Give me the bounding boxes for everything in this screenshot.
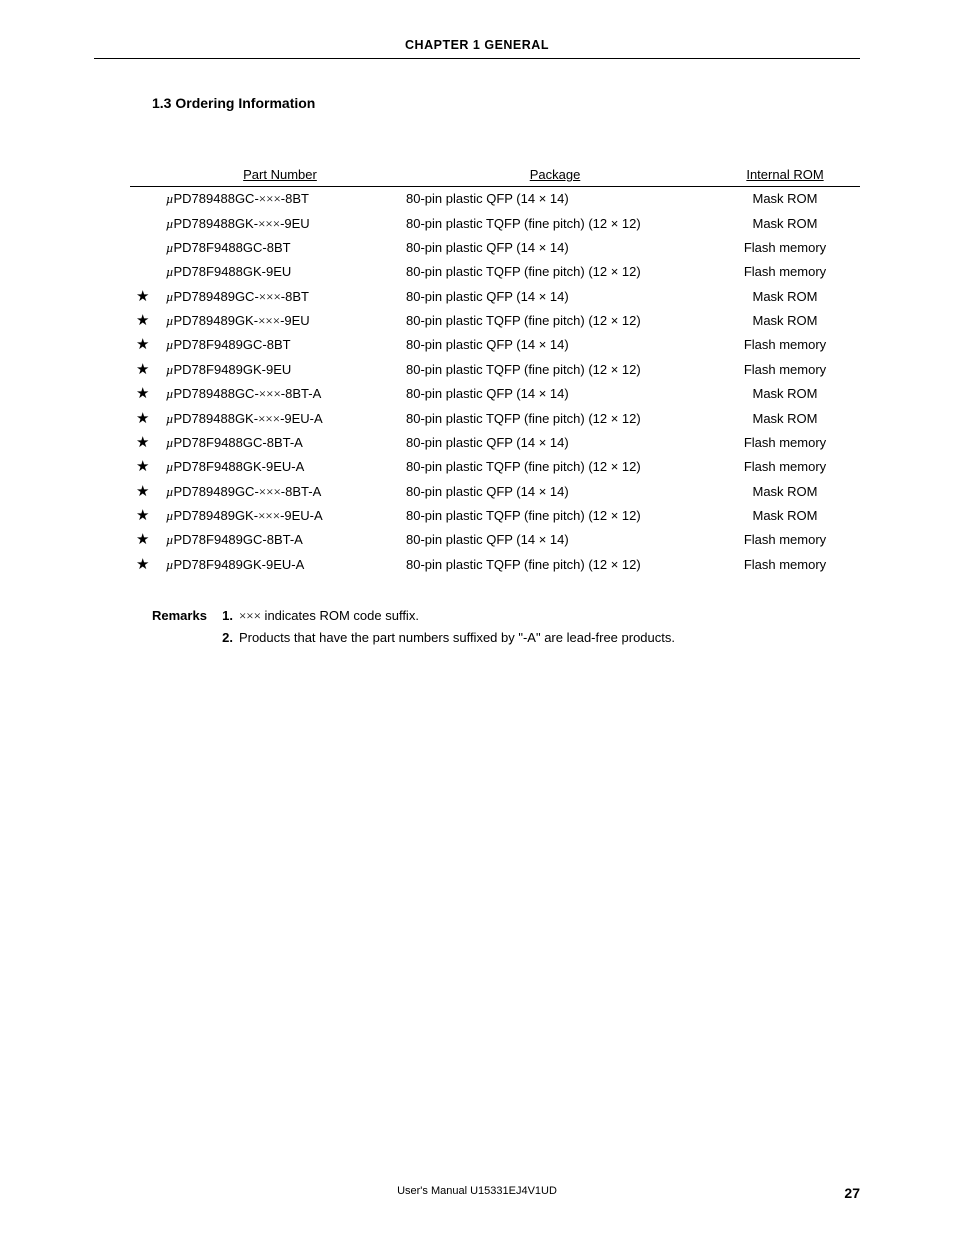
table-row: ★µPD78F9488GC-8BT-A80-pin plastic QFP (1… — [130, 431, 860, 455]
part-number-cell: µPD789489GC-×××-8BT-A — [160, 480, 400, 504]
rom-cell: Mask ROM — [710, 382, 860, 406]
rom-cell: Flash memory — [710, 260, 860, 284]
remarks-block: Remarks 1. ××× indicates ROM code suffix… — [152, 605, 860, 649]
remark-num: 1. — [211, 605, 233, 627]
package-cell: 80-pin plastic QFP (14 × 14) — [400, 528, 710, 552]
part-number-cell: µPD789489GC-×××-8BT — [160, 285, 400, 309]
part-number-cell: µPD789488GK-×××-9EU-A — [160, 406, 400, 430]
star-icon: ★ — [130, 455, 160, 479]
part-number-cell: µPD78F9488GC-8BT — [160, 236, 400, 260]
package-cell: 80-pin plastic TQFP (fine pitch) (12 × 1… — [400, 553, 710, 577]
star-icon — [130, 211, 160, 235]
table-row: µPD789488GC-×××-8BT80-pin plastic QFP (1… — [130, 187, 860, 212]
star-icon: ★ — [130, 480, 160, 504]
star-icon: ★ — [130, 285, 160, 309]
part-number-cell: µPD789488GK-×××-9EU — [160, 211, 400, 235]
rom-cell: Mask ROM — [710, 480, 860, 504]
package-cell: 80-pin plastic TQFP (fine pitch) (12 × 1… — [400, 406, 710, 430]
footer-manual: User's Manual U15331EJ4V1UD — [0, 1185, 954, 1197]
table-row: ★µPD78F9488GK-9EU-A80-pin plastic TQFP (… — [130, 455, 860, 479]
star-icon: ★ — [130, 333, 160, 357]
table-row: ★µPD789489GC-×××-8BT-A80-pin plastic QFP… — [130, 480, 860, 504]
table-row: µPD789488GK-×××-9EU80-pin plastic TQFP (… — [130, 211, 860, 235]
table-row: ★µPD789488GC-×××-8BT-A80-pin plastic QFP… — [130, 382, 860, 406]
star-icon: ★ — [130, 528, 160, 552]
package-cell: 80-pin plastic TQFP (fine pitch) (12 × 1… — [400, 455, 710, 479]
package-cell: 80-pin plastic TQFP (fine pitch) (12 × 1… — [400, 358, 710, 382]
part-number-cell: µPD78F9489GK-9EU-A — [160, 553, 400, 577]
col-part-number: Part Number — [160, 167, 400, 187]
part-number-cell: µPD789489GK-×××-9EU-A — [160, 504, 400, 528]
section-title: 1.3 Ordering Information — [152, 95, 860, 111]
package-cell: 80-pin plastic QFP (14 × 14) — [400, 285, 710, 309]
rom-cell: Flash memory — [710, 553, 860, 577]
package-cell: 80-pin plastic TQFP (fine pitch) (12 × 1… — [400, 309, 710, 333]
table-row: ★µPD789489GC-×××-8BT80-pin plastic QFP (… — [130, 285, 860, 309]
star-icon: ★ — [130, 382, 160, 406]
star-icon — [130, 187, 160, 212]
table-row: µPD78F9488GC-8BT80-pin plastic QFP (14 ×… — [130, 236, 860, 260]
package-cell: 80-pin plastic QFP (14 × 14) — [400, 382, 710, 406]
package-cell: 80-pin plastic QFP (14 × 14) — [400, 236, 710, 260]
star-icon: ★ — [130, 553, 160, 577]
package-cell: 80-pin plastic QFP (14 × 14) — [400, 480, 710, 504]
package-cell: 80-pin plastic QFP (14 × 14) — [400, 431, 710, 455]
part-number-cell: µPD78F9489GK-9EU — [160, 358, 400, 382]
package-cell: 80-pin plastic QFP (14 × 14) — [400, 187, 710, 212]
package-cell: 80-pin plastic TQFP (fine pitch) (12 × 1… — [400, 504, 710, 528]
part-number-cell: µPD78F9489GC-8BT — [160, 333, 400, 357]
star-icon — [130, 236, 160, 260]
rom-cell: Flash memory — [710, 236, 860, 260]
remarks-label: Remarks — [152, 605, 207, 627]
remark-text: ××× indicates ROM code suffix. — [239, 605, 860, 627]
part-number-cell: µPD78F9488GK-9EU-A — [160, 455, 400, 479]
col-internal-rom: Internal ROM — [710, 167, 860, 187]
table-header-row: Part Number Package Internal ROM — [130, 167, 860, 187]
rom-cell: Flash memory — [710, 455, 860, 479]
star-icon: ★ — [130, 406, 160, 430]
table-row: ★µPD789489GK-×××-9EU-A80-pin plastic TQF… — [130, 504, 860, 528]
star-icon: ★ — [130, 358, 160, 382]
table-row: ★µPD78F9489GK-9EU-A80-pin plastic TQFP (… — [130, 553, 860, 577]
rom-cell: Flash memory — [710, 358, 860, 382]
rom-cell: Mask ROM — [710, 406, 860, 430]
table-row: ★µPD789489GK-×××-9EU80-pin plastic TQFP … — [130, 309, 860, 333]
part-number-cell: µPD789489GK-×××-9EU — [160, 309, 400, 333]
part-number-cell: µPD78F9488GK-9EU — [160, 260, 400, 284]
package-cell: 80-pin plastic TQFP (fine pitch) (12 × 1… — [400, 260, 710, 284]
remark-text: Products that have the part numbers suff… — [239, 627, 860, 649]
rom-cell: Mask ROM — [710, 285, 860, 309]
rom-cell: Flash memory — [710, 431, 860, 455]
rom-cell: Mask ROM — [710, 504, 860, 528]
part-number-cell: µPD78F9488GC-8BT-A — [160, 431, 400, 455]
ordering-table: Part Number Package Internal ROM µPD7894… — [130, 167, 860, 577]
rom-cell: Flash memory — [710, 528, 860, 552]
rom-cell: Mask ROM — [710, 187, 860, 212]
remark-num: 2. — [211, 627, 233, 649]
rom-cell: Mask ROM — [710, 309, 860, 333]
part-number-cell: µPD78F9489GC-8BT-A — [160, 528, 400, 552]
star-icon — [130, 260, 160, 284]
star-icon: ★ — [130, 504, 160, 528]
col-package: Package — [400, 167, 710, 187]
page-number: 27 — [844, 1185, 860, 1201]
part-number-cell: µPD789488GC-×××-8BT-A — [160, 382, 400, 406]
part-number-cell: µPD789488GC-×××-8BT — [160, 187, 400, 212]
table-row: ★µPD789488GK-×××-9EU-A80-pin plastic TQF… — [130, 406, 860, 430]
rom-cell: Flash memory — [710, 333, 860, 357]
star-icon: ★ — [130, 431, 160, 455]
star-icon: ★ — [130, 309, 160, 333]
table-row: ★µPD78F9489GC-8BT80-pin plastic QFP (14 … — [130, 333, 860, 357]
chapter-header: CHAPTER 1 GENERAL — [94, 38, 860, 59]
package-cell: 80-pin plastic TQFP (fine pitch) (12 × 1… — [400, 211, 710, 235]
table-row: ★µPD78F9489GK-9EU80-pin plastic TQFP (fi… — [130, 358, 860, 382]
table-row: µPD78F9488GK-9EU80-pin plastic TQFP (fin… — [130, 260, 860, 284]
table-row: ★µPD78F9489GC-8BT-A80-pin plastic QFP (1… — [130, 528, 860, 552]
rom-cell: Mask ROM — [710, 211, 860, 235]
package-cell: 80-pin plastic QFP (14 × 14) — [400, 333, 710, 357]
